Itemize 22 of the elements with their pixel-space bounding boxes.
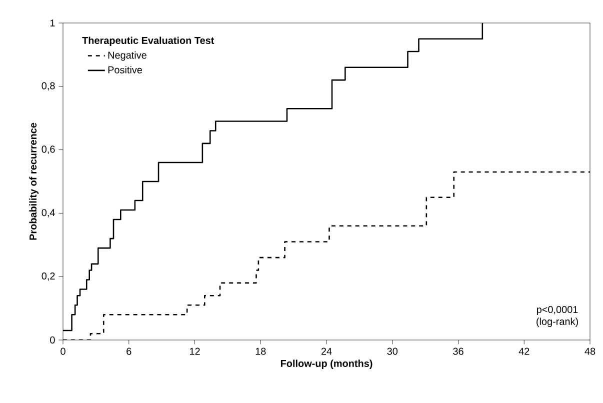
legend-label: Negative [108,51,146,61]
y-tick-label: 0,2 [42,272,55,281]
x-tick-label: 6 [126,348,132,355]
x-tick-label: 24 [321,348,332,355]
y-tick-label: 0,8 [42,82,55,91]
x-axis-title: Follow-up (months) [280,360,372,369]
annotation: p<0,0001 [536,306,578,316]
legend-title: Therapeutic Evaluation Test [82,36,214,46]
y-tick-label: 0 [50,336,55,344]
x-tick-label: 0 [60,348,66,355]
x-tick-label: 36 [453,348,464,355]
annotation: (log-rank) [536,318,578,327]
y-tick-label: 0,6 [42,146,55,154]
x-tick-label: 48 [584,348,596,355]
y-tick-label: 1 [50,20,55,26]
x-tick-label: 42 [518,348,530,355]
x-tick-label: 12 [190,348,200,355]
x-tick-label: 30 [387,348,398,355]
x-tick-label: 18 [256,348,266,355]
legend-label: Positive [108,66,142,74]
y-axis-title: Probability of recurrence [29,122,39,240]
y-tick-label: 0,4 [42,209,55,218]
